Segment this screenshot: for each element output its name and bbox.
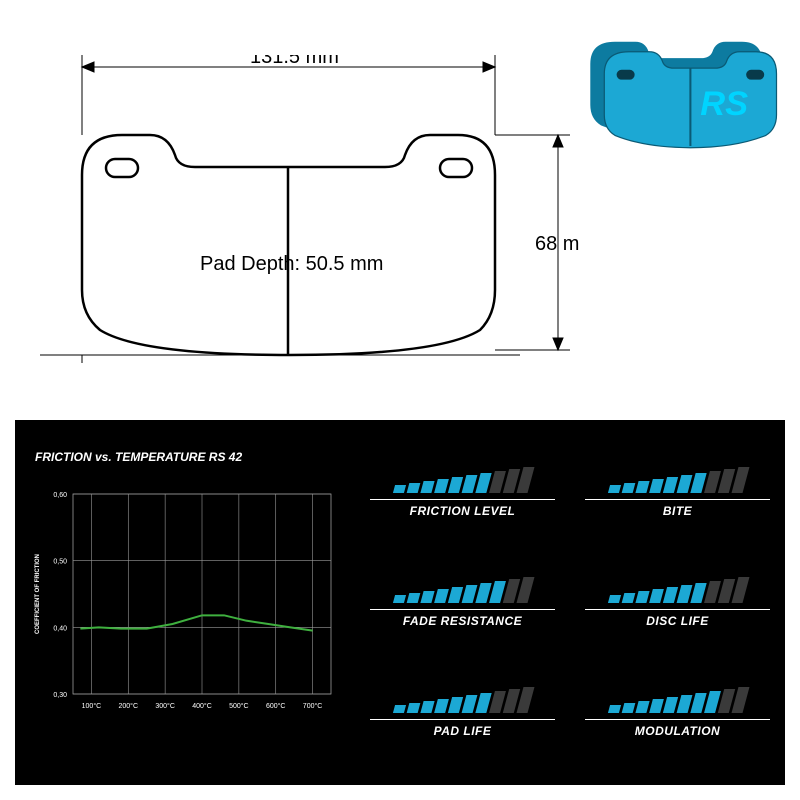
ratings-grid: FRICTION LEVEL BITE FADE RESISTANCE DISC LI… <box>355 420 785 785</box>
svg-text:COEFFICIENT OF FRICTION: COEFFICIENT OF FRICTION <box>35 554 41 634</box>
rating-fade-resistance: FADE RESISTANCE <box>370 575 555 660</box>
chart-title: FRICTION vs. TEMPERATURE RS 42 <box>35 450 345 464</box>
rating-disc-life: DISC LIFE <box>585 575 770 660</box>
rating-label: DISC LIFE <box>585 609 770 628</box>
rating-bars <box>609 465 746 493</box>
rating-label: PAD LIFE <box>370 719 555 738</box>
svg-text:300°C: 300°C <box>155 702 175 710</box>
rating-pad-life: PAD LIFE <box>370 685 555 770</box>
svg-text:0,40: 0,40 <box>53 625 67 632</box>
rating-label: FRICTION LEVEL <box>370 499 555 518</box>
rating-bars <box>394 575 531 603</box>
rating-bars <box>394 685 531 713</box>
product-photo: RS <box>570 15 780 165</box>
width-label: 131.5 mm <box>250 55 339 68</box>
svg-text:700°C: 700°C <box>303 702 323 710</box>
rating-bars <box>609 575 746 603</box>
rating-label: FADE RESISTANCE <box>370 609 555 628</box>
svg-text:0,50: 0,50 <box>53 559 67 566</box>
friction-chart: 0,30 0,40 0,50 0,60 100°C 200°C 300°C 400°C 500°… <box>25 484 345 744</box>
svg-text:100°C: 100°C <box>82 702 102 710</box>
pad-dimension-drawing: 131.5 mm 68 mm Pad Depth: 50.5 mm <box>40 55 580 395</box>
rating-bars <box>394 465 531 493</box>
rating-label: BITE <box>585 499 770 518</box>
height-label: 68 mm <box>535 233 580 255</box>
depth-label: Pad Depth: 50.5 mm <box>200 253 383 275</box>
rating-bars <box>609 685 746 713</box>
svg-text:500°C: 500°C <box>229 702 249 710</box>
svg-text:600°C: 600°C <box>266 702 286 710</box>
rs-logo: RS <box>700 85 748 123</box>
svg-text:0,60: 0,60 <box>53 492 67 499</box>
svg-text:400°C: 400°C <box>192 702 212 710</box>
rating-modulation: MODULATION <box>585 685 770 770</box>
svg-text:0,30: 0,30 <box>53 692 67 699</box>
svg-text:200°C: 200°C <box>119 702 139 710</box>
rating-label: MODULATION <box>585 719 770 738</box>
performance-panel: FRICTION vs. TEMPERATURE RS 42 0,300,400… <box>15 420 785 785</box>
rating-bite: BITE <box>585 465 770 550</box>
rating-friction-level: FRICTION LEVEL <box>370 465 555 550</box>
